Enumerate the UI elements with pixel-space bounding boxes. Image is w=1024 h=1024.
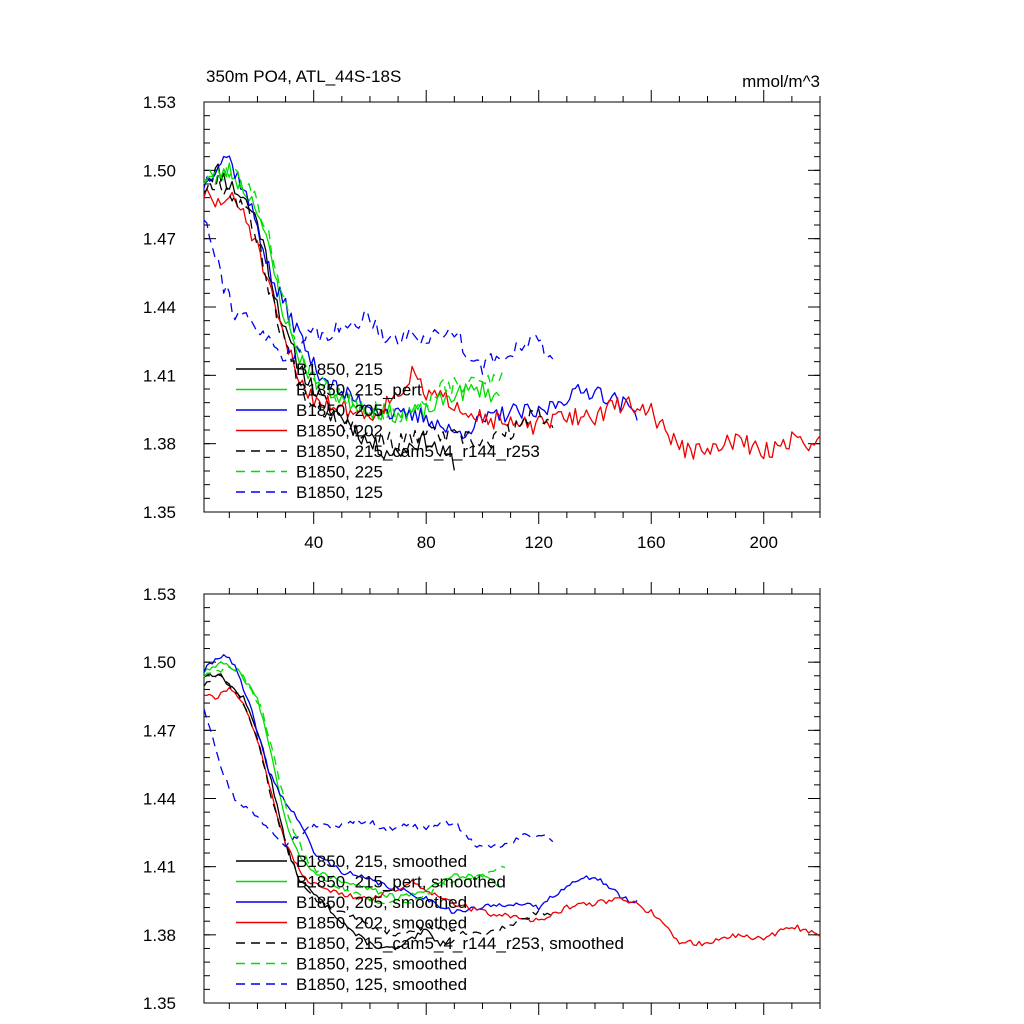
legend-label: B1850, 215_pert, smoothed [296,873,506,892]
series-line-1 [203,661,500,901]
series-line-2 [203,155,638,440]
legend-label: B1850, 225 [296,463,383,482]
y-tick-label: 1.38 [143,435,176,454]
legend-label: B1850, 215_pert [296,381,422,400]
legend-label: B1850, 202 [296,422,383,441]
legend-label: B1850, 215_cam5_4_r144_r253, smoothed [296,934,624,953]
legend-label: B1850, 205, smoothed [296,893,467,912]
x-tick-label: 40 [304,533,323,552]
legend-label: B1850, 202, smoothed [296,914,467,933]
y-tick-label: 1.50 [143,161,176,180]
legend-label: B1850, 205 [296,401,383,420]
x-tick-label: 200 [750,533,778,552]
y-tick-label: 1.44 [143,298,176,317]
series-line-2 [203,654,638,914]
top-panel: 1.53 1.50 1.47 1.44 1.41 1.38 1.35 40 80 120 160 20… [143,67,821,552]
series-line-5 [203,167,506,423]
series-line-4 [203,174,554,453]
y-tick-label: 1.35 [143,503,176,522]
y-tick-label: 1.53 [143,93,176,112]
y-tick-label: 1.53 [143,585,176,604]
bottom-panel: 1.53 1.50 1.47 1.44 1.41 1.38 1.35 B1850, 215, … [143,582,821,1015]
units-label: mmol/m^3 [742,72,820,91]
legend-label: B1850, 125 [296,483,383,502]
y-tick-label: 1.41 [143,366,176,385]
y-tick-label: 1.35 [143,994,176,1013]
legend-label: B1850, 125, smoothed [296,975,467,994]
y-tick-label: 1.47 [143,230,176,249]
series-line-0 [203,163,455,471]
legend-label: B1850, 215 [296,360,383,379]
series-line-3 [203,686,821,947]
y-tick-label: 1.50 [143,653,176,672]
series-line-0 [203,673,455,951]
series-line-4 [203,674,554,937]
y-tick-label: 1.47 [143,721,176,740]
y-tick-label: 1.41 [143,858,176,877]
series-line-1 [203,162,500,424]
chart-title: 350m PO4, ATL_44S-18S [206,67,401,86]
series-line-6 [203,219,554,375]
x-tick-label: 80 [417,533,436,552]
x-tick-label: 120 [525,533,553,552]
series-line-5 [203,665,506,905]
x-tick-label: 160 [637,533,665,552]
y-tick-label: 1.44 [143,790,176,809]
legend-label: B1850, 225, smoothed [296,955,467,974]
series-line-3 [203,187,821,460]
y-tick-label: 1.38 [143,926,176,945]
legend-label: B1850, 215_cam5_4_r144_r253 [296,442,540,461]
legend-label: B1850, 215, smoothed [296,852,467,871]
series-line-6 [203,708,554,849]
